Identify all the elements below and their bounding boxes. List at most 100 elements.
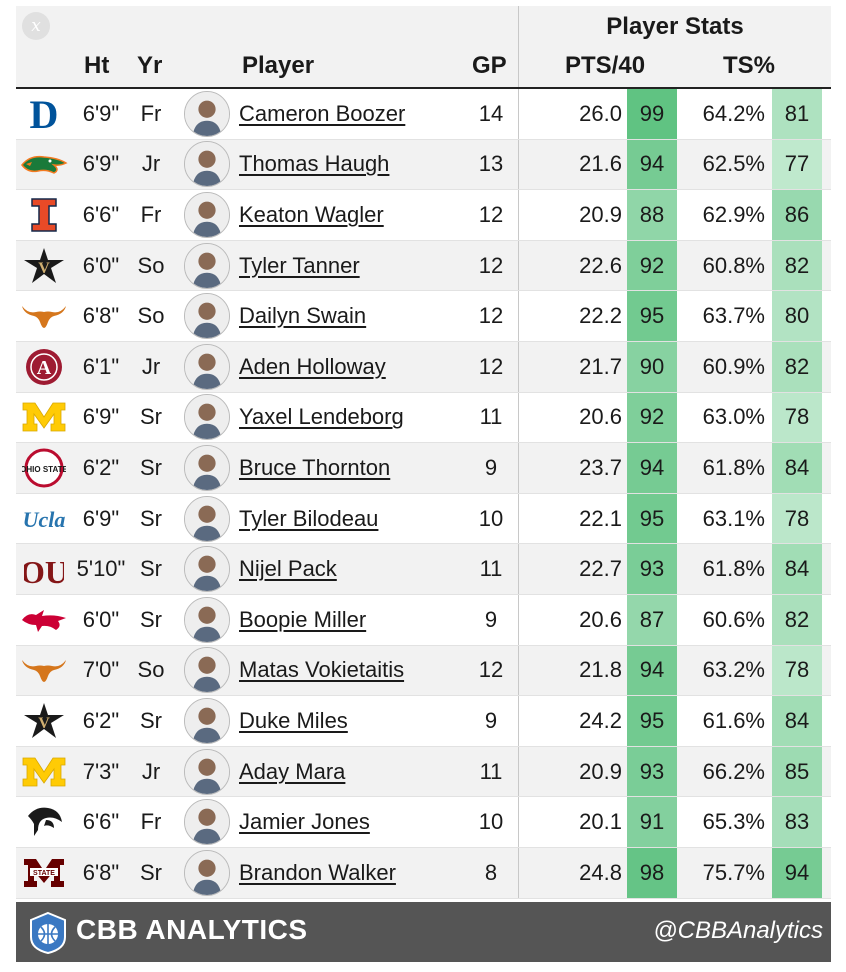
player-name-link[interactable]: Cameron Boozer xyxy=(239,100,406,126)
col-header-pts40[interactable]: PTS/40 xyxy=(565,52,646,79)
true-shooting-cell: 61.6% xyxy=(702,707,765,733)
headshot-cell xyxy=(183,696,231,746)
pts-percentile-cell: 98 xyxy=(627,847,677,898)
header-group-row: x Player Stats xyxy=(16,6,831,42)
player-headshot xyxy=(184,90,230,137)
player-name-link[interactable]: Aden Holloway xyxy=(239,353,386,379)
games-played-cell: 14 xyxy=(478,100,504,126)
height-cell: 6'8" xyxy=(82,303,120,329)
table-row: A 6'1" Jr Aden Holloway 12 21.7 90 60.9%… xyxy=(16,341,831,393)
year-cell: Sr xyxy=(140,859,162,885)
pts-percentile-cell: 94 xyxy=(627,645,677,696)
pts-per-40-cell: 21.6 xyxy=(579,151,622,177)
player-cell: Aday Mara xyxy=(239,747,469,797)
height-cell: 6'9" xyxy=(82,100,120,126)
height-cell: 6'9" xyxy=(82,151,120,177)
true-shooting-cell: 63.0% xyxy=(702,404,765,430)
group-divider xyxy=(518,645,519,696)
group-divider xyxy=(518,42,519,87)
true-shooting-cell: 64.2% xyxy=(702,100,765,126)
player-cell: Nijel Pack xyxy=(239,544,469,594)
table-row: 6'8" So Dailyn Swain 12 22.2 95 63.7% 80 xyxy=(16,291,831,342)
duke-logo: D xyxy=(18,89,70,139)
pts-per-40-cell: 22.7 xyxy=(579,556,622,582)
player-name-link[interactable]: Tyler Tanner xyxy=(239,252,360,278)
height-cell: 6'1" xyxy=(82,353,120,379)
player-name-link[interactable]: Duke Miles xyxy=(239,707,348,733)
table-row: 7'3" Jr Aday Mara 11 20.9 93 66.2% 85 xyxy=(16,746,831,798)
player-name-link[interactable]: Aday Mara xyxy=(239,758,346,784)
headshot-cell xyxy=(183,797,231,847)
headshot-cell xyxy=(183,595,231,645)
texas-logo xyxy=(18,646,70,696)
player-name-link[interactable]: Yaxel Lendeborg xyxy=(239,404,404,430)
col-header-gp[interactable]: GP xyxy=(472,52,507,79)
true-shooting-cell: 60.6% xyxy=(702,606,765,632)
brand-name: CBB ANALYTICS xyxy=(76,914,308,945)
year-cell: Sr xyxy=(140,606,162,632)
player-name-link[interactable]: Boopie Miller xyxy=(239,606,367,632)
vanderbilt-logo: V xyxy=(18,696,70,746)
player-name-link[interactable]: Tyler Bilodeau xyxy=(239,505,379,531)
games-played-cell: 12 xyxy=(478,657,504,683)
games-played-cell: 9 xyxy=(484,707,498,733)
headshot-cell xyxy=(183,646,231,696)
year-cell: Sr xyxy=(140,454,162,480)
player-cell: Aden Holloway xyxy=(239,342,469,392)
player-headshot xyxy=(184,293,230,340)
games-played-cell: 12 xyxy=(478,201,504,227)
social-handle[interactable]: @CBBAnalytics xyxy=(653,917,823,944)
florida-logo xyxy=(18,140,70,190)
pts-percentile-cell: 95 xyxy=(627,493,677,544)
col-header-player[interactable]: Player xyxy=(242,52,315,79)
table-row: D 6'9" Fr Cameron Boozer 14 26.0 99 64.2… xyxy=(16,89,831,140)
games-played-cell: 13 xyxy=(478,151,504,177)
pts-percentile-cell: 92 xyxy=(627,240,677,291)
player-name-link[interactable]: Dailyn Swain xyxy=(239,303,367,329)
player-cell: Tyler Tanner xyxy=(239,241,469,291)
player-name-link[interactable]: Thomas Haugh xyxy=(239,151,390,177)
player-headshot xyxy=(184,444,230,491)
player-name-link[interactable]: Matas Vokietaitis xyxy=(239,657,405,683)
true-shooting-cell: 63.1% xyxy=(702,505,765,531)
games-played-cell: 10 xyxy=(478,809,504,835)
year-cell: So xyxy=(137,303,165,329)
player-headshot xyxy=(184,748,230,795)
player-name-link[interactable]: Keaton Wagler xyxy=(239,201,384,227)
true-shooting-cell: 63.7% xyxy=(702,303,765,329)
col-header-ts[interactable]: TS% xyxy=(723,52,776,79)
player-cell: Duke Miles xyxy=(239,696,469,746)
pts-percentile-cell: 94 xyxy=(627,139,677,190)
table-row: V 6'2" Sr Duke Miles 9 24.2 95 61.6% 84 xyxy=(16,696,831,747)
player-name-link[interactable]: Brandon Walker xyxy=(239,859,396,885)
svg-text:OU: OU xyxy=(24,554,64,590)
true-shooting-cell: 63.2% xyxy=(702,657,765,683)
player-cell: Keaton Wagler xyxy=(239,190,469,240)
year-cell: Sr xyxy=(140,707,162,733)
player-headshot xyxy=(184,546,230,593)
group-divider xyxy=(518,746,519,797)
col-header-yr[interactable]: Yr xyxy=(137,52,163,79)
player-headshot xyxy=(184,394,230,441)
games-played-cell: 12 xyxy=(478,303,504,329)
player-name-link[interactable]: Nijel Pack xyxy=(239,556,337,582)
col-header-ht[interactable]: Ht xyxy=(84,52,110,79)
player-stats-group-title: Player Stats xyxy=(518,6,831,42)
pts-percentile-cell: 88 xyxy=(627,190,677,240)
player-name-link[interactable]: Jamier Jones xyxy=(239,809,370,835)
ts-percentile-cell: 78 xyxy=(772,645,822,696)
close-icon[interactable]: x xyxy=(22,12,50,40)
svg-text:OHIO STATE: OHIO STATE xyxy=(22,465,66,474)
ts-percentile-cell: 85 xyxy=(772,746,822,797)
games-played-cell: 12 xyxy=(478,353,504,379)
year-cell: Fr xyxy=(140,809,162,835)
illinois-logo xyxy=(18,190,70,240)
oklahoma-logo: OU xyxy=(18,544,70,594)
player-cell: Dailyn Swain xyxy=(239,291,469,341)
pts-percentile-cell: 94 xyxy=(627,443,677,493)
player-cell: Boopie Miller xyxy=(239,595,469,645)
player-name-link[interactable]: Bruce Thornton xyxy=(239,454,391,480)
column-header-row: Ht Yr Player GP PTS/40 TS% xyxy=(16,42,831,89)
michigan-logo xyxy=(18,747,70,797)
headshot-cell xyxy=(183,544,231,594)
